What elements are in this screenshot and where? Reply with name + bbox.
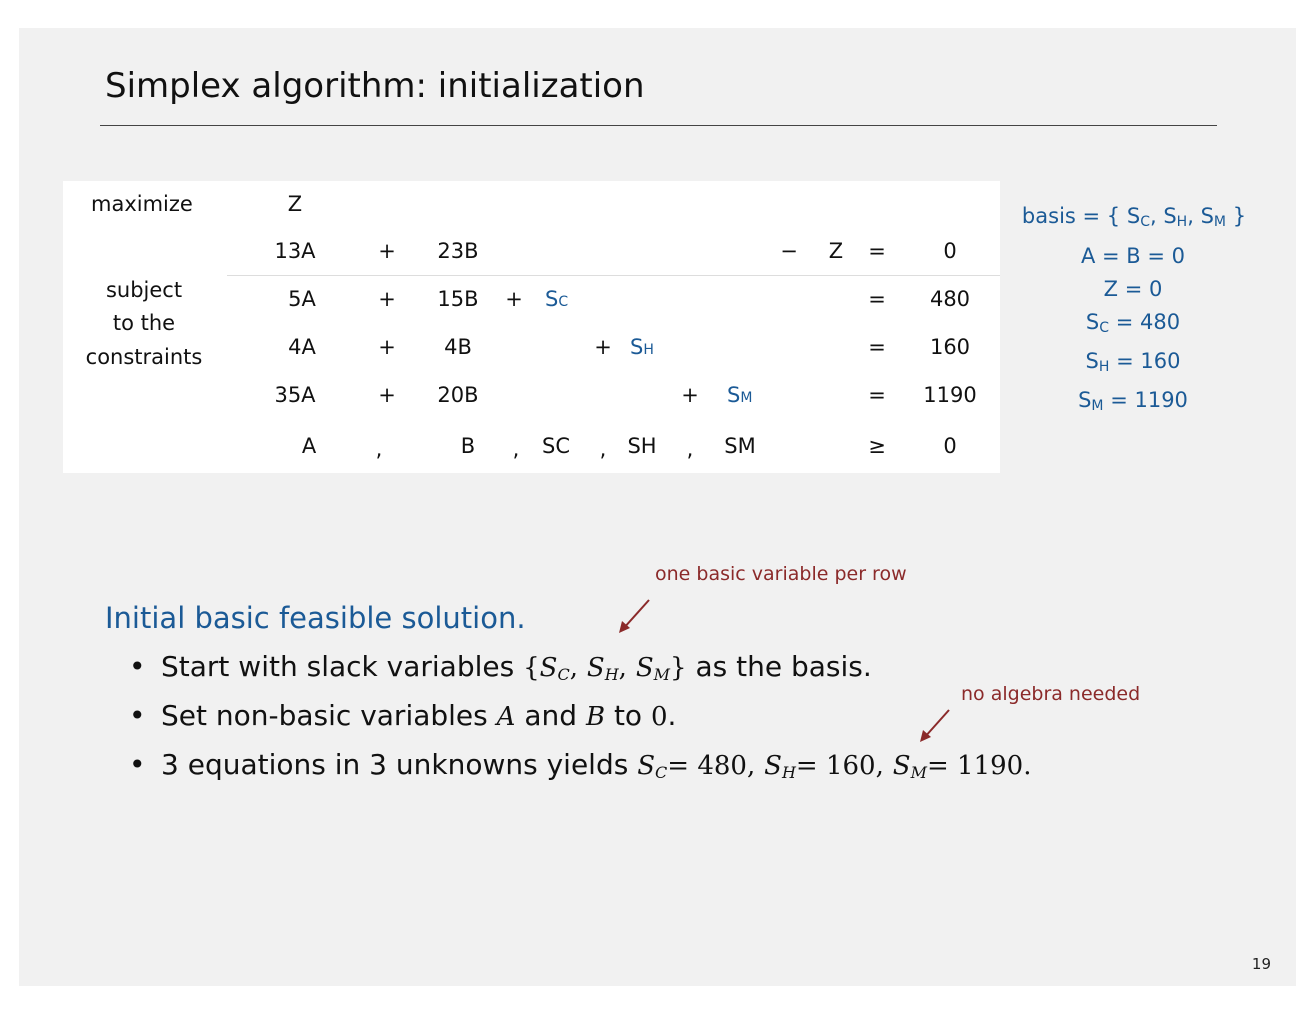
nn-var-b: B: [460, 434, 476, 458]
c1-plus-1: +: [378, 287, 396, 311]
bullet-text: 3 equations in 3 unknowns yields SC= 480…: [161, 748, 1032, 782]
c3-plus-1: +: [378, 383, 396, 407]
sh-value: SH = 160: [1085, 349, 1181, 375]
c2-equals: =: [868, 335, 886, 359]
title-rule: [100, 125, 1217, 126]
sc-value: SC = 480: [1085, 310, 1181, 336]
c1-equals: =: [868, 287, 886, 311]
bullet-text: Start with slack variables {SC, SH, SM} …: [161, 650, 872, 684]
c2-term-b: 4B: [444, 335, 472, 359]
nn-var-sh: SH: [627, 434, 657, 458]
c3-term-b: 20B: [437, 383, 479, 407]
basis-set: basis = { SC, SH, SM }: [1021, 204, 1247, 230]
slide-title: Simplex algorithm: initialization: [105, 66, 645, 106]
page-number: 19: [1251, 955, 1271, 973]
nn-comma-1: ,: [375, 437, 383, 461]
c1-term-b: 15B: [437, 287, 479, 311]
c3-plus-2: +: [681, 383, 699, 407]
lp-panel: maximize Z 13A + 23B − Z = 0 subject to …: [63, 181, 1000, 473]
obj-z: Z: [828, 239, 844, 263]
obj-term-b: 23B: [437, 239, 479, 263]
obj-rhs: 0: [943, 239, 957, 263]
nn-var-sc: SC: [542, 434, 570, 458]
c1-rhs: 480: [929, 287, 971, 311]
c1-slack: SC: [545, 287, 569, 311]
annotation-arrow-2: [920, 709, 950, 742]
sm-value: SM = 1190: [1078, 388, 1188, 414]
z-zero: Z = 0: [1103, 277, 1163, 301]
c3-equals: =: [868, 383, 886, 407]
nn-relation: ≥: [868, 434, 886, 458]
c1-term-a: 5A: [288, 287, 316, 311]
annotation-one-basic-variable: one basic variable per row: [655, 563, 907, 585]
annotation-no-algebra: no algebra needed: [961, 683, 1141, 705]
section-heading: Initial basic feasible solution.: [105, 601, 526, 635]
nn-var-sm: SM: [724, 434, 756, 458]
slide: Simplex algorithm: initialization maximi…: [19, 28, 1296, 986]
c2-term-a: 4A: [288, 335, 316, 359]
c2-plus-2: +: [594, 335, 612, 359]
obj-equals: =: [868, 239, 886, 263]
nn-comma-3: ,: [599, 437, 607, 461]
nn-var-a: A: [301, 434, 317, 458]
obj-minus: −: [780, 239, 798, 263]
obj-plus: +: [378, 239, 396, 263]
c3-rhs: 1190: [923, 383, 977, 407]
ab-zero: A = B = 0: [1080, 244, 1186, 268]
annotation-arrow-1: [619, 599, 650, 633]
bullet-dot: •: [129, 650, 146, 683]
c2-rhs: 160: [929, 335, 971, 359]
c3-term-a: 35A: [274, 383, 316, 407]
c2-plus-1: +: [378, 335, 396, 359]
bullet-text: Set non-basic variables A and B to 0.: [161, 699, 677, 732]
c2-slack: SH: [630, 335, 654, 359]
c1-plus-2: +: [505, 287, 523, 311]
objective-var: Z: [287, 192, 303, 216]
subject-line-3: constraints: [85, 345, 203, 369]
bullet-dot: •: [129, 748, 146, 781]
c3-slack: SM: [727, 383, 753, 407]
subject-line-2: to the: [112, 311, 176, 335]
nn-comma-4: ,: [686, 437, 694, 461]
nn-rhs: 0: [943, 434, 957, 458]
lp-divider: [227, 275, 1000, 276]
bullet-dot: •: [129, 699, 146, 732]
nn-comma-2: ,: [512, 437, 520, 461]
obj-term-a: 13A: [274, 239, 316, 263]
subject-line-1: subject: [105, 278, 183, 302]
maximize-label: maximize: [91, 192, 193, 216]
